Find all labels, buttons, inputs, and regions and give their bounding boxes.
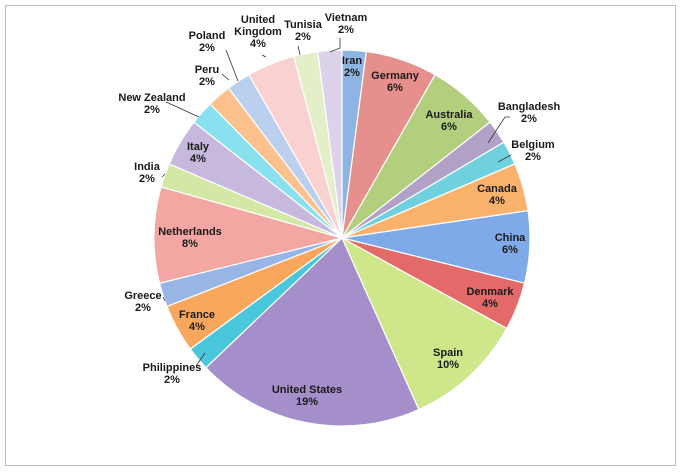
data-label-france: France 4%	[179, 309, 215, 333]
data-label-denmark: Denmark 4%	[466, 286, 514, 310]
data-label-india: India 2%	[134, 161, 161, 185]
leader-line-tunisia	[297, 45, 301, 56]
leader-line-new-zealand	[165, 101, 200, 118]
data-label-greece: Greece 2%	[124, 290, 161, 314]
leader-line-united-kingdom	[261, 54, 267, 58]
data-label-germany: Germany 6%	[371, 70, 420, 94]
data-label-new-zealand: New Zealand 2%	[118, 92, 185, 116]
leader-line-vietnam	[329, 38, 341, 53]
data-label-bangladesh: Bangladesh 2%	[498, 101, 561, 125]
data-label-tunisia: Tunisia 2%	[284, 19, 323, 43]
leader-line-peru	[221, 73, 230, 81]
slice-vietnam	[317, 49, 343, 239]
leader-line-greece	[162, 296, 166, 302]
data-label-china: China 6%	[495, 232, 526, 256]
data-label-philippines: Philippines 2%	[143, 362, 202, 386]
slice-united-states	[205, 236, 420, 427]
data-label-italy: Italy 4%	[187, 141, 210, 165]
data-label-iran: Iran 2%	[342, 55, 362, 79]
data-label-united-kingdom: United Kingdom 4%	[234, 14, 282, 50]
data-label-canada: Canada 4%	[477, 183, 518, 207]
pie-slices	[153, 49, 531, 427]
leader-line-philippines	[195, 352, 206, 367]
data-label-vietnam: Vietnam 2%	[325, 12, 368, 36]
leader-line-poland	[225, 49, 239, 82]
leader-line-india	[161, 173, 166, 178]
data-label-poland: Poland 2%	[189, 30, 226, 54]
data-label-belgium: Belgium 2%	[511, 139, 555, 163]
data-label-united-states: United States 19%	[272, 384, 342, 408]
leader-line-bangladesh	[487, 116, 510, 144]
slice-spain	[340, 236, 508, 411]
data-label-spain: Spain 10%	[433, 347, 463, 371]
leader-line-belgium	[497, 154, 512, 163]
data-label-netherlands: Netherlands 8%	[158, 226, 222, 250]
slice-netherlands	[153, 186, 345, 284]
data-label-peru: Peru 2%	[195, 64, 219, 88]
data-label-australia: Australia 6%	[425, 109, 473, 133]
